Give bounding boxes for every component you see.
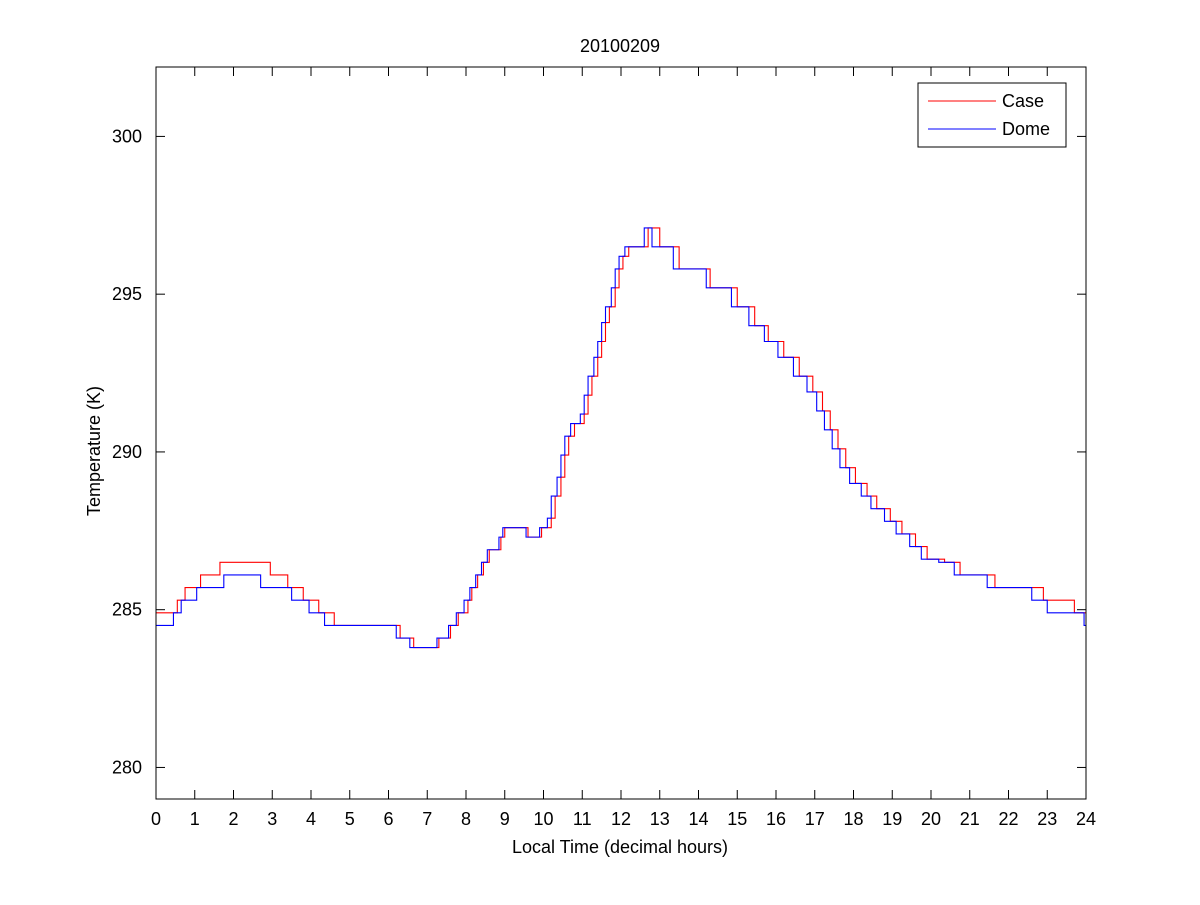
x-tick-label: 9 (500, 809, 510, 829)
x-tick-label: 19 (882, 809, 902, 829)
y-axis-label: Temperature (K) (84, 386, 104, 516)
y-tick-label: 285 (112, 600, 142, 620)
legend-label-case: Case (1002, 91, 1044, 111)
x-tick-label: 22 (998, 809, 1018, 829)
x-tick-label: 10 (533, 809, 553, 829)
y-tick-label: 300 (112, 126, 142, 146)
x-tick-label: 8 (461, 809, 471, 829)
legend-label-dome: Dome (1002, 119, 1050, 139)
y-tick-label: 295 (112, 284, 142, 304)
x-tick-label: 13 (650, 809, 670, 829)
x-tick-label: 4 (306, 809, 316, 829)
x-tick-label: 18 (843, 809, 863, 829)
axes: 0 1 2 3 4 5 6 7 8 9 10 11 12 13 14 15 16 17 18 19 20 21 22 23 24… (112, 66, 1096, 829)
x-tick-label: 17 (805, 809, 825, 829)
chart-title: 20100209 (580, 36, 660, 56)
x-axis-label: Local Time (decimal hours) (512, 837, 728, 857)
series-line-dome (156, 227, 1086, 649)
legend-box (917, 82, 1067, 148)
x-tick-label: 12 (611, 809, 631, 829)
x-tick-label: 14 (688, 809, 708, 829)
x-tick-label: 21 (960, 809, 980, 829)
x-tick-label: 11 (573, 809, 592, 829)
x-tick-label: 15 (727, 809, 747, 829)
x-tick-label: 20 (921, 809, 941, 829)
x-tick-label: 6 (383, 809, 393, 829)
x-tick-label: 2 (228, 809, 238, 829)
x-tick-label: 7 (422, 809, 432, 829)
plot-area (156, 227, 1086, 649)
x-tick-label: 24 (1076, 809, 1096, 829)
x-tick-label: 5 (345, 809, 355, 829)
legend: Case Dome (917, 82, 1067, 148)
x-tick-label: 16 (766, 809, 786, 829)
x-tick-label: 3 (267, 809, 277, 829)
y-tick-label: 280 (112, 757, 142, 777)
y-tick-label: 290 (112, 442, 142, 462)
x-tick-label: 23 (1037, 809, 1057, 829)
x-tick-label: 0 (151, 809, 161, 829)
x-tick-label: 1 (190, 809, 200, 829)
